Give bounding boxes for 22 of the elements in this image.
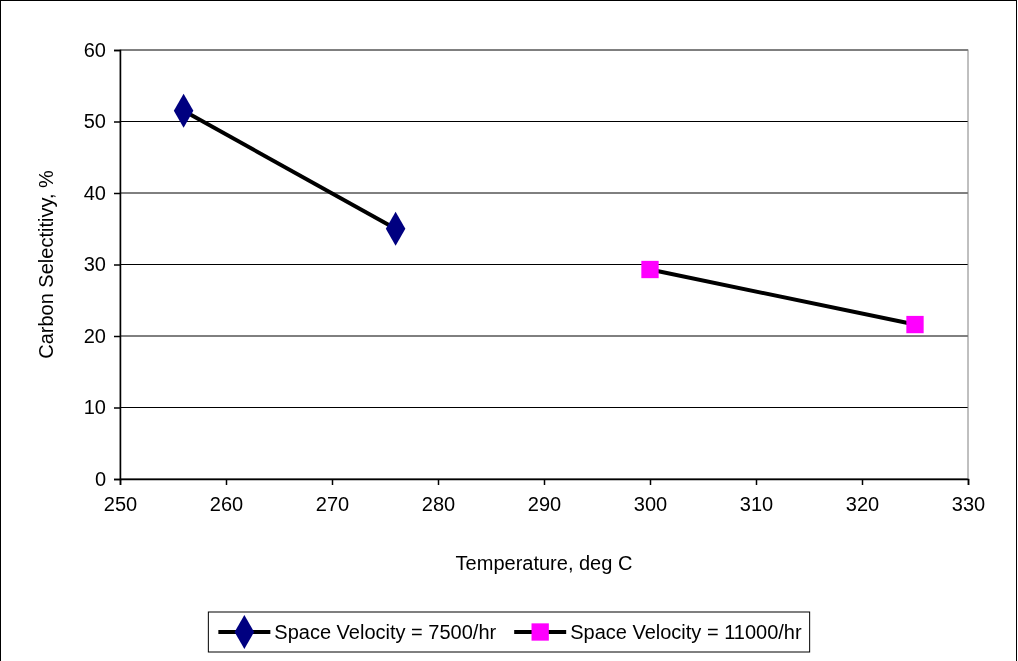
x-tick-label: 270: [315, 493, 350, 516]
legend-label: Space Velocity = 7500/hr: [274, 621, 497, 643]
y-tick-label: 20: [83, 324, 106, 347]
x-axis-title: Temperature, deg C: [455, 552, 633, 574]
point: [641, 260, 659, 279]
y-axis-title: Carbon Selectitivy, %: [35, 169, 57, 359]
y-tick-label: 50: [83, 110, 106, 133]
y-tick-label: 30: [83, 253, 106, 276]
y-tick-label: 40: [83, 181, 106, 204]
x-tick-label: 300: [633, 493, 668, 516]
x-tick-label: 290: [527, 493, 562, 516]
x-tick-label: 320: [845, 493, 880, 516]
point: [906, 315, 924, 334]
x-tick-label: 260: [209, 493, 244, 516]
y-tick-label: 10: [83, 396, 106, 419]
legend-label: Space Velocity = 11000/hr: [570, 621, 802, 643]
y-tick-label: 0: [94, 467, 106, 490]
x-tick-label: 330: [951, 493, 986, 516]
y-tick-label: 60: [83, 38, 106, 61]
x-tick-label: 310: [739, 493, 774, 516]
x-tick-label: 250: [103, 493, 138, 516]
x-tick-label: 280: [421, 493, 456, 516]
